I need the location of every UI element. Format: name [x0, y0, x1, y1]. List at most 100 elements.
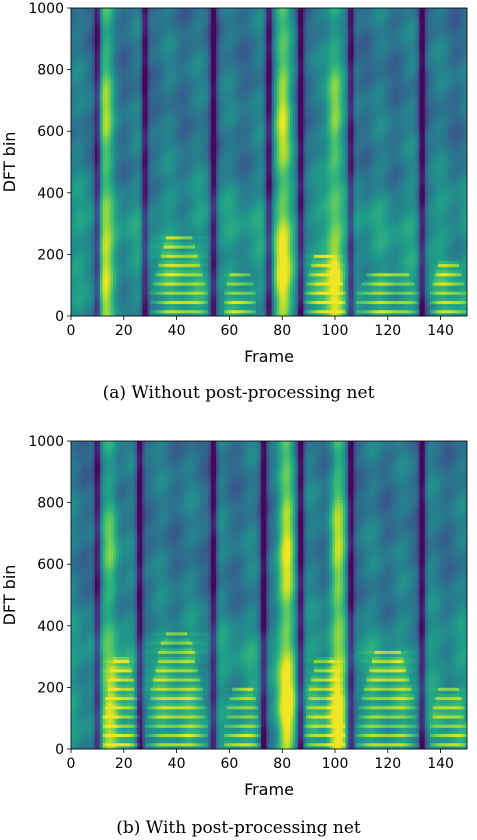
heatmap-cell [200, 239, 204, 243]
heatmap-cell [73, 235, 77, 240]
heatmap-cell [150, 242, 154, 246]
heatmap-cell [94, 275, 98, 280]
heatmap-cell [155, 38, 159, 43]
heatmap-cell [76, 266, 80, 271]
heatmap-cell [81, 195, 85, 200]
heatmap-cell [147, 263, 151, 268]
heatmap-cell [73, 162, 77, 166]
heatmap-cell [107, 23, 111, 27]
heatmap-cell [197, 41, 201, 46]
heatmap-cell [142, 115, 146, 120]
heatmap-cell [100, 131, 104, 135]
heatmap-cell [110, 57, 114, 61]
heatmap-cell [163, 72, 167, 77]
heatmap-cell [102, 48, 106, 52]
heatmap-cell [200, 94, 204, 98]
heatmap-cell [97, 48, 101, 52]
heatmap-cell [181, 269, 185, 274]
heatmap-cell [176, 54, 180, 58]
heatmap-cell [197, 285, 201, 289]
heatmap-cell [81, 192, 85, 197]
heatmap-cell [200, 91, 204, 95]
heatmap-cell [187, 91, 191, 95]
heatmap-cell [187, 109, 191, 114]
heatmap-cell [78, 158, 82, 163]
heatmap-cell [94, 186, 98, 191]
heatmap-cell [160, 60, 164, 64]
heatmap-cell [139, 254, 143, 258]
heatmap-cell [160, 183, 164, 188]
heatmap-cell [195, 137, 199, 141]
heatmap-cell [176, 140, 180, 144]
heatmap-cell [84, 174, 88, 178]
heatmap-cell [189, 81, 193, 86]
heatmap-cell [176, 51, 180, 55]
heatmap-cell [102, 260, 106, 265]
heatmap-cell [97, 180, 101, 184]
heatmap-cell [179, 202, 183, 206]
heatmap-cell [142, 245, 146, 249]
heatmap-cell [129, 202, 133, 206]
heatmap-cell [76, 186, 80, 191]
heatmap-cell [195, 294, 199, 298]
heatmap-cell [144, 297, 148, 301]
heatmap-cell [168, 248, 172, 252]
heatmap-cell [134, 60, 138, 64]
heatmap-cell [163, 223, 167, 228]
heatmap-cell [171, 149, 175, 154]
heatmap-cell [100, 125, 104, 129]
heatmap-cell [179, 186, 183, 191]
heatmap-cell [163, 149, 167, 154]
heatmap-cell [160, 75, 164, 80]
heatmap-cell [121, 217, 125, 221]
heatmap-cell [176, 202, 180, 206]
heatmap-cell [168, 229, 172, 234]
heatmap-cell [73, 72, 77, 77]
heatmap-cell [147, 300, 151, 305]
heatmap-cell [137, 26, 141, 30]
heatmap-cell [102, 51, 106, 55]
heatmap-cell [184, 248, 188, 252]
heatmap-cell [144, 242, 148, 246]
heatmap-cell [129, 235, 133, 240]
heatmap-cell [144, 269, 148, 274]
heatmap-cell [89, 20, 93, 24]
heatmap-cell [195, 20, 199, 24]
heatmap-cell [84, 279, 88, 283]
heatmap-cell [171, 195, 175, 200]
heatmap-cell [110, 226, 114, 231]
heatmap-cell [115, 69, 119, 74]
heatmap-cell [115, 208, 119, 212]
heatmap-cell [139, 189, 143, 194]
heatmap-cell [89, 165, 93, 169]
heatmap-cell [84, 17, 88, 21]
heatmap-cell [187, 220, 191, 224]
heatmap-cell [173, 306, 177, 311]
heatmap-cell [176, 137, 180, 141]
heatmap-cell [200, 131, 204, 135]
heatmap-cell [100, 254, 104, 258]
heatmap-cell [129, 232, 133, 237]
heatmap-cell [179, 11, 183, 15]
heatmap-cell [123, 54, 127, 58]
heatmap-cell [113, 297, 117, 301]
heatmap-cell [118, 152, 122, 157]
heatmap-cell [92, 60, 96, 64]
heatmap-cell [137, 162, 141, 166]
heatmap-cell [179, 97, 183, 101]
heatmap-cell [97, 35, 101, 40]
heatmap-cell [121, 251, 125, 255]
heatmap-cell [187, 41, 191, 46]
heatmap-cell [152, 81, 156, 86]
heatmap-cell [131, 279, 135, 283]
heatmap-cell [195, 168, 199, 172]
heatmap-cell [184, 254, 188, 258]
heatmap-cell [150, 143, 154, 147]
heatmap-cell [94, 149, 98, 154]
heatmap-cell [134, 266, 138, 271]
heatmap-cell [73, 134, 77, 138]
heatmap-cell [78, 235, 82, 240]
heatmap-cell [118, 75, 122, 80]
heatmap-cell [189, 245, 193, 249]
heatmap-cell [189, 51, 193, 55]
